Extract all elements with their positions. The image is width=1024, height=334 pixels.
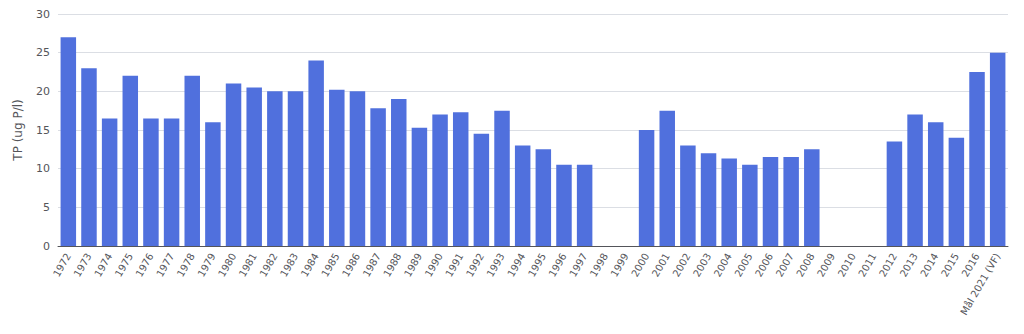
svg-text:1987: 1987 <box>361 251 383 279</box>
svg-text:2002: 2002 <box>670 251 692 279</box>
svg-text:2012: 2012 <box>877 251 899 279</box>
svg-text:25: 25 <box>36 46 50 59</box>
svg-text:1995: 1995 <box>526 251 548 279</box>
svg-text:1978: 1978 <box>175 251 197 279</box>
svg-text:5: 5 <box>43 201 50 214</box>
svg-text:15: 15 <box>36 124 50 137</box>
svg-text:2010: 2010 <box>836 251 858 279</box>
svg-text:1996: 1996 <box>547 251 569 279</box>
svg-text:30: 30 <box>36 8 50 21</box>
svg-text:1979: 1979 <box>195 251 217 279</box>
svg-text:2006: 2006 <box>753 251 775 279</box>
svg-text:1981: 1981 <box>237 251 259 279</box>
svg-text:2003: 2003 <box>691 251 713 279</box>
svg-text:1975: 1975 <box>113 251 135 279</box>
svg-text:1982: 1982 <box>257 251 279 279</box>
svg-text:2016: 2016 <box>959 251 982 279</box>
svg-text:2013: 2013 <box>898 251 920 279</box>
svg-text:1977: 1977 <box>154 251 176 279</box>
svg-text:1973: 1973 <box>72 251 94 279</box>
svg-text:1980: 1980 <box>216 251 238 279</box>
svg-text:2004: 2004 <box>712 251 734 279</box>
svg-text:1990: 1990 <box>423 251 445 279</box>
svg-text:2009: 2009 <box>815 251 837 279</box>
svg-text:1992: 1992 <box>464 251 486 279</box>
svg-text:1999: 1999 <box>608 251 630 279</box>
svg-text:1989: 1989 <box>402 251 424 279</box>
svg-text:1974: 1974 <box>92 251 114 279</box>
svg-text:1986: 1986 <box>340 251 362 279</box>
svg-text:1983: 1983 <box>278 251 300 279</box>
svg-text:TP (ug P/l): TP (ug P/l) <box>11 99 25 161</box>
svg-text:0: 0 <box>43 240 50 253</box>
svg-text:2011: 2011 <box>856 251 878 279</box>
svg-text:20: 20 <box>36 85 50 98</box>
svg-text:2007: 2007 <box>774 251 796 279</box>
svg-text:1994: 1994 <box>505 251 527 279</box>
svg-text:1988: 1988 <box>381 251 403 279</box>
svg-text:1972: 1972 <box>51 251 73 279</box>
svg-text:Mål 2021 (VF): Mål 2021 (VF) <box>957 251 1002 317</box>
svg-text:10: 10 <box>36 162 50 175</box>
svg-text:2015: 2015 <box>939 251 961 279</box>
svg-text:2008: 2008 <box>794 251 816 279</box>
svg-text:2005: 2005 <box>732 251 754 279</box>
svg-text:2014: 2014 <box>918 251 940 279</box>
svg-text:2000: 2000 <box>629 251 651 279</box>
svg-text:1998: 1998 <box>588 251 610 279</box>
svg-text:1993: 1993 <box>485 251 507 279</box>
svg-text:2001: 2001 <box>650 251 672 279</box>
svg-text:1985: 1985 <box>319 251 341 279</box>
svg-text:1991: 1991 <box>443 251 465 279</box>
svg-text:1997: 1997 <box>567 251 589 279</box>
svg-text:1984: 1984 <box>299 251 321 279</box>
svg-text:1976: 1976 <box>133 251 155 279</box>
